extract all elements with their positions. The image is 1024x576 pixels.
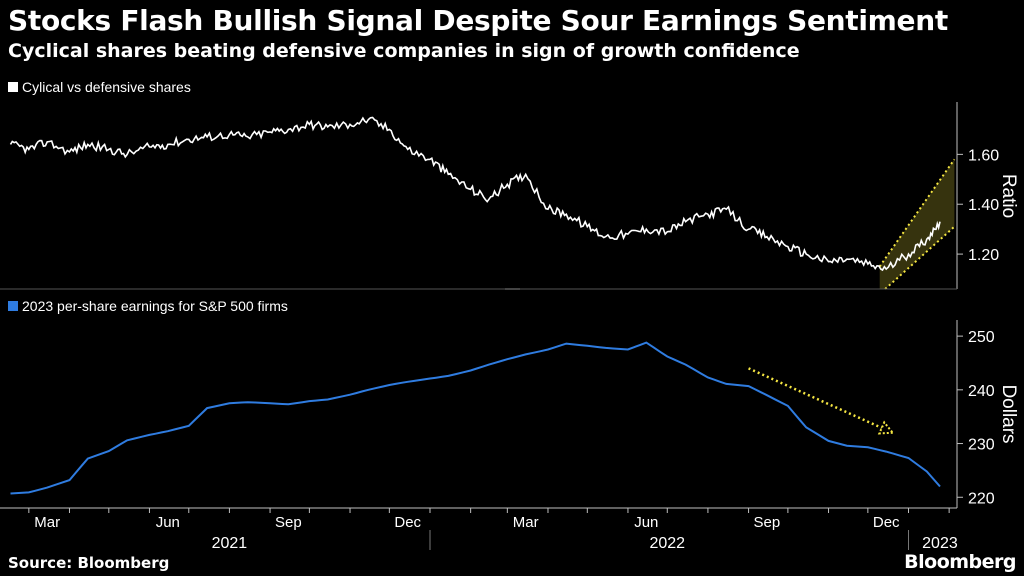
earnings-y-axis-label: Dollars — [998, 384, 1019, 443]
x-year-label: 2021 — [212, 535, 248, 552]
x-year-label: 2023 — [922, 535, 958, 552]
ratio-channel-upper-line — [878, 158, 956, 268]
x-axis: Mar Jun Sep Dec Mar Jun Sep Dec 2021 2022 2023 — [0, 507, 958, 552]
earnings-downtrend-arrow — [748, 367, 883, 430]
ratio-uptrend-channel — [879, 159, 955, 289]
earnings-panel: 2023 per-share earnings for S&P 500 firm… — [8, 298, 1019, 508]
ratio-series-line — [9, 116, 941, 272]
earnings-legend-swatch — [8, 301, 18, 311]
x-month-label: Mar — [34, 514, 60, 531]
ratio-legend-swatch — [8, 82, 18, 92]
source-note: Source: Bloomberg — [8, 554, 170, 572]
ratio-y-axis-label: Ratio — [998, 174, 1019, 218]
y-tick-label: 220 — [968, 490, 995, 507]
x-month-label: Jun — [156, 514, 180, 531]
ratio-channel-lower-line — [884, 225, 956, 290]
bloomberg-logo: Bloomberg — [904, 551, 1016, 573]
chart-subtitle: Cyclical shares beating defensive compan… — [8, 40, 800, 62]
y-tick-label: 1.60 — [968, 147, 999, 164]
earnings-series-line — [10, 341, 941, 495]
x-month-label: Sep — [275, 514, 302, 531]
x-month-label: Sep — [754, 514, 781, 531]
y-tick-label: 240 — [968, 383, 995, 400]
ratio-panel: Cylical vs defensive shares 1.20 1.40 1.60… — [8, 79, 1019, 290]
y-tick-label: 1.20 — [968, 247, 999, 264]
ratio-legend-label: Cylical vs defensive shares — [22, 79, 191, 95]
chart-title: Stocks Flash Bullish Signal Despite Sour… — [8, 4, 948, 37]
x-month-label: Dec — [873, 514, 900, 531]
earnings-legend-label: 2023 per-share earnings for S&P 500 firm… — [22, 298, 288, 314]
y-tick-label: 1.40 — [968, 197, 999, 214]
y-tick-label: 250 — [968, 329, 995, 346]
x-year-label: 2022 — [649, 535, 685, 552]
x-month-label: Jun — [634, 514, 658, 531]
x-month-label: Dec — [394, 514, 421, 531]
x-month-label: Mar — [513, 514, 539, 531]
earnings-downtrend-arrowhead — [877, 420, 895, 435]
y-tick-label: 230 — [968, 437, 995, 454]
